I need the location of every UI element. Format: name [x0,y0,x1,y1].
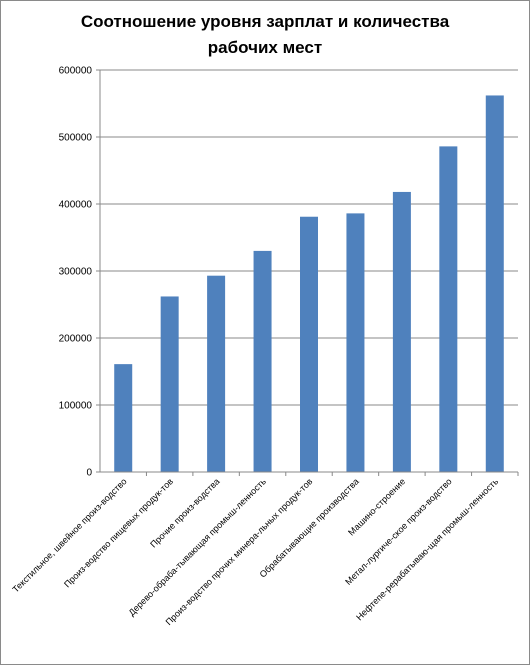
y-tick-label: 200000 [59,334,93,345]
chart-title-line-1: Соотношение уровня зарплат и количества [80,12,450,31]
y-tick-label: 600000 [59,66,93,77]
bar [207,275,226,472]
bar [114,364,133,472]
x-tick-label: Обрабатывающие производства [258,476,361,579]
bar [485,95,504,473]
y-tick-label: 500000 [59,133,93,144]
y-tick-label: 400000 [59,200,93,211]
bar [160,296,179,472]
chart-title-line-2: рабочих мест [207,38,323,57]
y-tick-label: 100000 [59,401,93,412]
y-tick-label: 0 [86,468,92,479]
bar [300,216,318,472]
bar [439,146,458,472]
chart-title: Соотношение уровня зарплат и количества … [1,9,529,61]
y-tick-label: 300000 [59,267,93,278]
bar [253,250,272,472]
bar [392,191,411,472]
bar [346,213,365,472]
